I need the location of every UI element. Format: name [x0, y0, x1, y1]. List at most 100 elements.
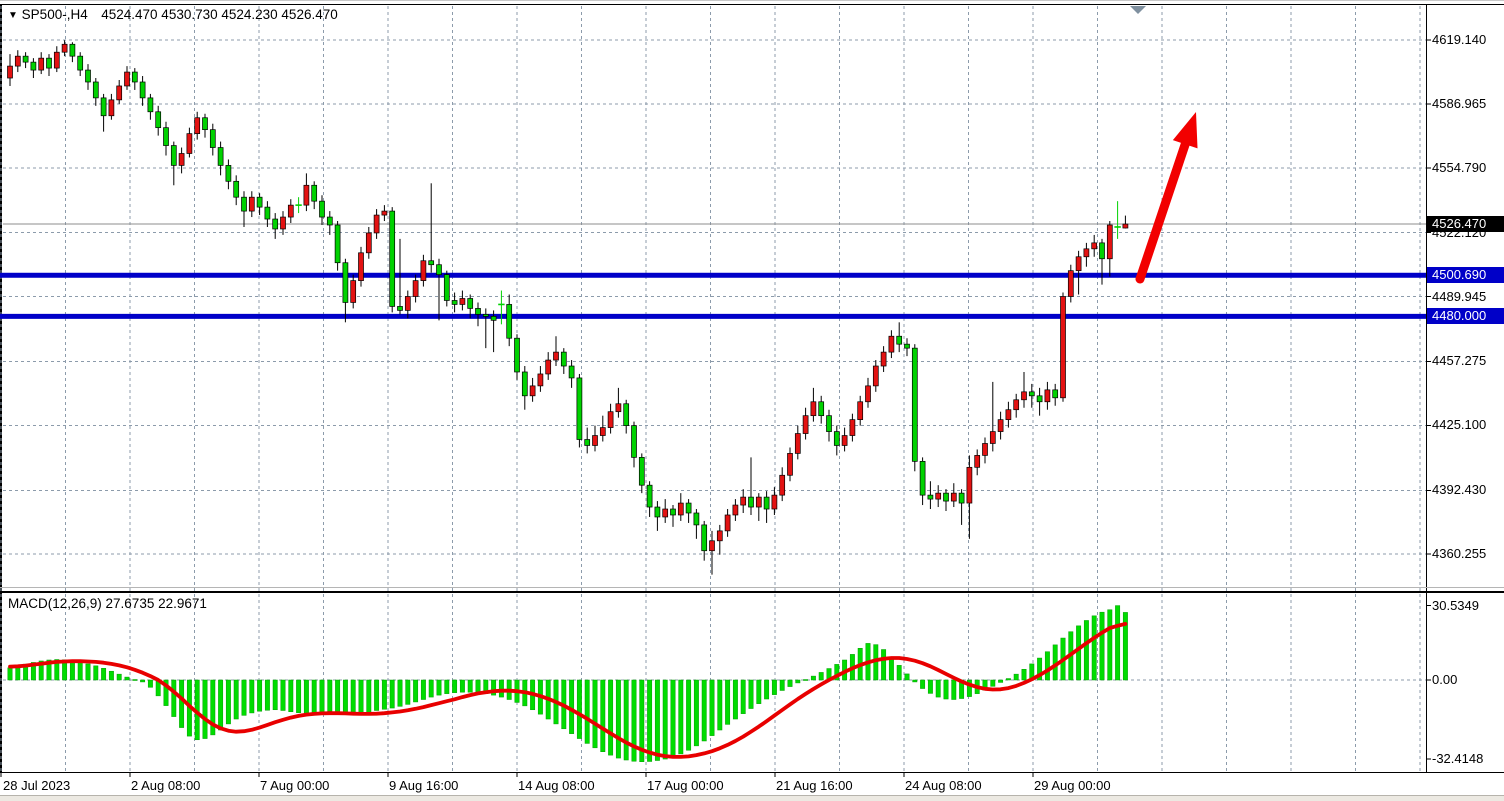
macd-histogram-bar — [30, 662, 36, 681]
pane-separator[interactable] — [0, 591, 1504, 593]
price-axis-label: 4360.255 — [1432, 546, 1487, 562]
macd-histogram-bar — [803, 679, 809, 681]
bear-candle — [833, 431, 840, 446]
macd-histogram-bar — [654, 679, 660, 761]
macd-histogram-bar — [787, 679, 793, 687]
bull-candle — [849, 419, 856, 436]
macd-histogram-bar — [436, 679, 442, 696]
macd-histogram-bar — [467, 679, 473, 693]
bull-candle — [537, 373, 544, 387]
bull-candle — [810, 401, 817, 417]
support-resistance-line-4500.690[interactable] — [0, 272, 1426, 278]
bear-candle — [389, 210, 396, 307]
macd-histogram-bar — [779, 679, 785, 691]
bear-candle — [233, 180, 240, 198]
chart-shift-marker-icon[interactable] — [1130, 6, 1146, 14]
bull-candle — [888, 335, 895, 353]
bear-candle — [826, 415, 832, 432]
symbol-timeframe-label: SP500-,H4 — [21, 7, 88, 22]
macd-histogram-bar — [740, 679, 746, 714]
bull-candle — [459, 298, 466, 305]
macd-histogram-bar — [93, 665, 99, 681]
trend-arrow-shaft[interactable] — [1135, 134, 1192, 284]
bear-candle — [693, 512, 700, 526]
macd-histogram-bar — [1021, 669, 1027, 681]
window-top-edge — [0, 0, 1504, 1]
time-axis-label: 14 Aug 08:00 — [518, 778, 595, 793]
macd-histogram-bar — [350, 679, 356, 715]
bear-candle — [506, 304, 513, 339]
bull-candle — [381, 210, 388, 216]
macd-histogram-bar — [413, 679, 419, 703]
macd-histogram-bar — [327, 679, 333, 712]
bear-candle — [217, 147, 224, 166]
bear-candle — [443, 274, 450, 301]
bull-candle — [1106, 224, 1113, 260]
macd-histogram-bar — [709, 679, 715, 736]
bear-candle — [521, 371, 528, 397]
macd-histogram-bar — [171, 679, 177, 717]
hline-price-tag-4480[interactable]: 4480.000 — [1427, 308, 1504, 325]
bear-candle — [264, 206, 271, 220]
macd-histogram-bar — [623, 679, 629, 761]
bull-candle — [108, 99, 115, 117]
time-axis-label: 7 Aug 00:00 — [260, 778, 330, 793]
bull-candle — [1122, 223, 1129, 229]
current-price-tag: 4526.470 — [1427, 216, 1504, 233]
macd-histogram-bar — [1091, 615, 1097, 681]
macd-histogram-bar — [420, 679, 426, 700]
bull-candle — [755, 496, 762, 508]
macd-histogram-bar — [1115, 605, 1121, 681]
macd-histogram-bar — [678, 679, 684, 755]
bull-candle — [1075, 256, 1082, 272]
bear-candle — [311, 184, 318, 202]
ohlc-values: 4524.470 4530.730 4524.230 4526.470 — [101, 7, 338, 22]
bear-candle — [748, 496, 754, 508]
bear-candle — [670, 508, 676, 516]
bull-candle — [716, 530, 723, 542]
macd-histogram-bar — [1099, 611, 1105, 681]
macd-histogram-bar — [795, 679, 801, 684]
support-resistance-line-4480.000[interactable] — [0, 313, 1426, 319]
bear-candle — [685, 502, 692, 514]
chart-top-border — [0, 4, 1504, 5]
macd-indicator-label: MACD(12,26,9) 27.6735 22.9671 — [8, 596, 207, 611]
macd-histogram-bar — [1005, 678, 1011, 681]
bear-candle — [701, 524, 708, 552]
macd-histogram-bar — [888, 656, 894, 681]
bear-candle — [77, 55, 84, 71]
bear-candle — [904, 343, 910, 349]
bull-candle — [1044, 389, 1051, 403]
bear-candle — [584, 439, 591, 446]
bear-candle — [428, 260, 435, 266]
price-axis-border — [1426, 4, 1427, 772]
macd-histogram-bar — [966, 679, 972, 697]
macd-histogram-bar — [264, 679, 270, 711]
macd-histogram-bar — [319, 679, 325, 713]
macd-histogram-bar — [998, 679, 1004, 683]
bear-candle — [451, 300, 458, 305]
symbol-dropdown-triangle-icon[interactable]: ▼ — [8, 10, 18, 21]
bull-candle — [404, 296, 411, 311]
macd-axis-label: 30.5349 — [1432, 597, 1479, 613]
bull-candle — [794, 433, 801, 454]
bear-candle — [576, 377, 583, 440]
price-axis-label: 4392.430 — [1432, 482, 1487, 498]
hline-price-tag-4500[interactable]: 4500.690 — [1427, 267, 1504, 284]
bear-candle — [623, 403, 630, 426]
macd-histogram-bar — [124, 676, 130, 681]
bear-candle — [943, 492, 949, 502]
bear-candle — [85, 69, 91, 83]
bear-candle — [818, 401, 825, 417]
macd-histogram-bar — [701, 679, 707, 742]
macd-histogram-bar — [1037, 657, 1043, 681]
macd-histogram-bar — [943, 679, 949, 700]
macd-histogram-bar — [225, 679, 231, 725]
macd-histogram-bar — [101, 668, 107, 681]
bull-candle — [365, 232, 372, 254]
macd-histogram-bar — [834, 664, 840, 681]
price-axis-label: 4457.275 — [1432, 353, 1487, 369]
bull-candle — [38, 57, 45, 71]
trend-arrow-head[interactable] — [1172, 112, 1198, 149]
